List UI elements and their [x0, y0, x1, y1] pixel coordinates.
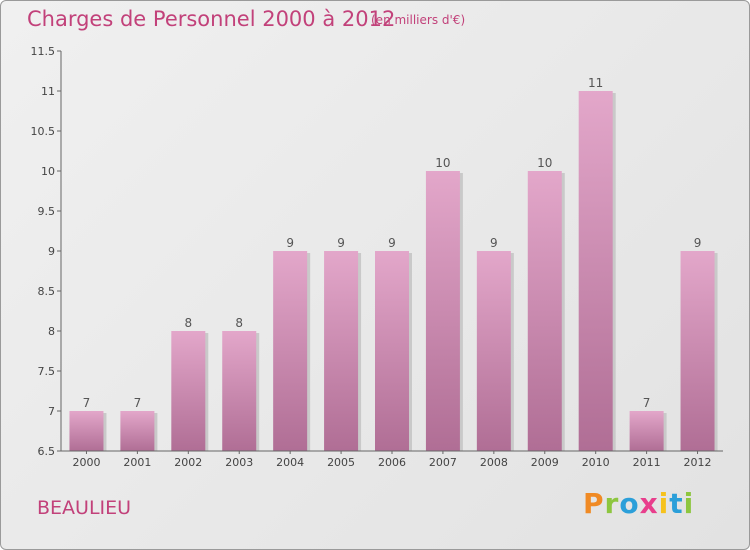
bar [578, 91, 613, 451]
y-tick-label: 10 [41, 165, 55, 178]
bar-value-label: 8 [184, 316, 192, 330]
bar-value-label: 10 [435, 156, 450, 170]
bar [171, 331, 206, 451]
bar-value-label: 7 [83, 396, 91, 410]
x-tick-label: 2006 [378, 456, 406, 469]
bar-value-label: 9 [286, 236, 294, 250]
x-tick-label: 2011 [633, 456, 661, 469]
x-tick-label: 2002 [174, 456, 202, 469]
chart-subtitle: (en milliers d'€) [371, 13, 466, 27]
chart-title: Charges de Personnel 2000 à 2012 [27, 7, 396, 31]
bar-value-label: 8 [235, 316, 243, 330]
y-tick-label: 6.5 [38, 445, 56, 458]
y-tick-label: 7.5 [38, 365, 56, 378]
x-tick-label: 2012 [684, 456, 712, 469]
bar [680, 251, 715, 451]
x-tick-label: 2008 [480, 456, 508, 469]
x-tick-label: 2009 [531, 456, 559, 469]
x-tick-label: 2010 [582, 456, 610, 469]
y-tick-label: 8 [48, 325, 55, 338]
y-tick-label: 9 [48, 245, 55, 258]
bar-value-label: 7 [643, 396, 651, 410]
x-tick-label: 2003 [225, 456, 253, 469]
logo-letter: i [658, 487, 670, 520]
bar [222, 331, 257, 451]
bar-value-label: 7 [134, 396, 142, 410]
x-tick-label: 2004 [276, 456, 304, 469]
bar [324, 251, 359, 451]
bar-value-label: 9 [388, 236, 396, 250]
bar [425, 171, 460, 451]
logo-letter: r [604, 487, 620, 520]
bar [629, 411, 664, 451]
logo-letter: o [619, 487, 640, 520]
y-tick-label: 11 [41, 85, 55, 98]
y-tick-label: 10.5 [31, 125, 56, 138]
bar [476, 251, 511, 451]
logo-letter: i [683, 487, 695, 520]
y-tick-label: 11.5 [31, 45, 56, 58]
x-tick-label: 2000 [72, 456, 100, 469]
bar-value-label: 9 [337, 236, 345, 250]
x-tick-label: 2007 [429, 456, 457, 469]
logo-letter: t [669, 487, 684, 520]
proxiti-logo: Proxiti [583, 487, 694, 520]
logo-letter: x [639, 487, 659, 520]
bar-value-label: 11 [588, 76, 603, 90]
bar-value-label: 10 [537, 156, 552, 170]
labels-layer: 7 2000 7 2001 8 2002 8 2003 9 2004 9 2005 9 2006 10 200… [31, 45, 712, 469]
bar-value-label: 9 [490, 236, 498, 250]
y-tick-label: 8.5 [38, 285, 56, 298]
bar [273, 251, 308, 451]
axes-layer [57, 50, 723, 454]
bar [527, 171, 562, 451]
bar [69, 411, 104, 451]
x-tick-label: 2005 [327, 456, 355, 469]
bar-value-label: 9 [694, 236, 702, 250]
commune-name: BEAULIEU [37, 497, 132, 519]
y-tick-label: 9.5 [38, 205, 56, 218]
bar [120, 411, 155, 451]
y-tick-label: 7 [48, 405, 55, 418]
logo-letter: P [583, 487, 605, 520]
bars-layer [69, 91, 718, 451]
bar [375, 251, 409, 451]
x-tick-label: 2001 [123, 456, 151, 469]
